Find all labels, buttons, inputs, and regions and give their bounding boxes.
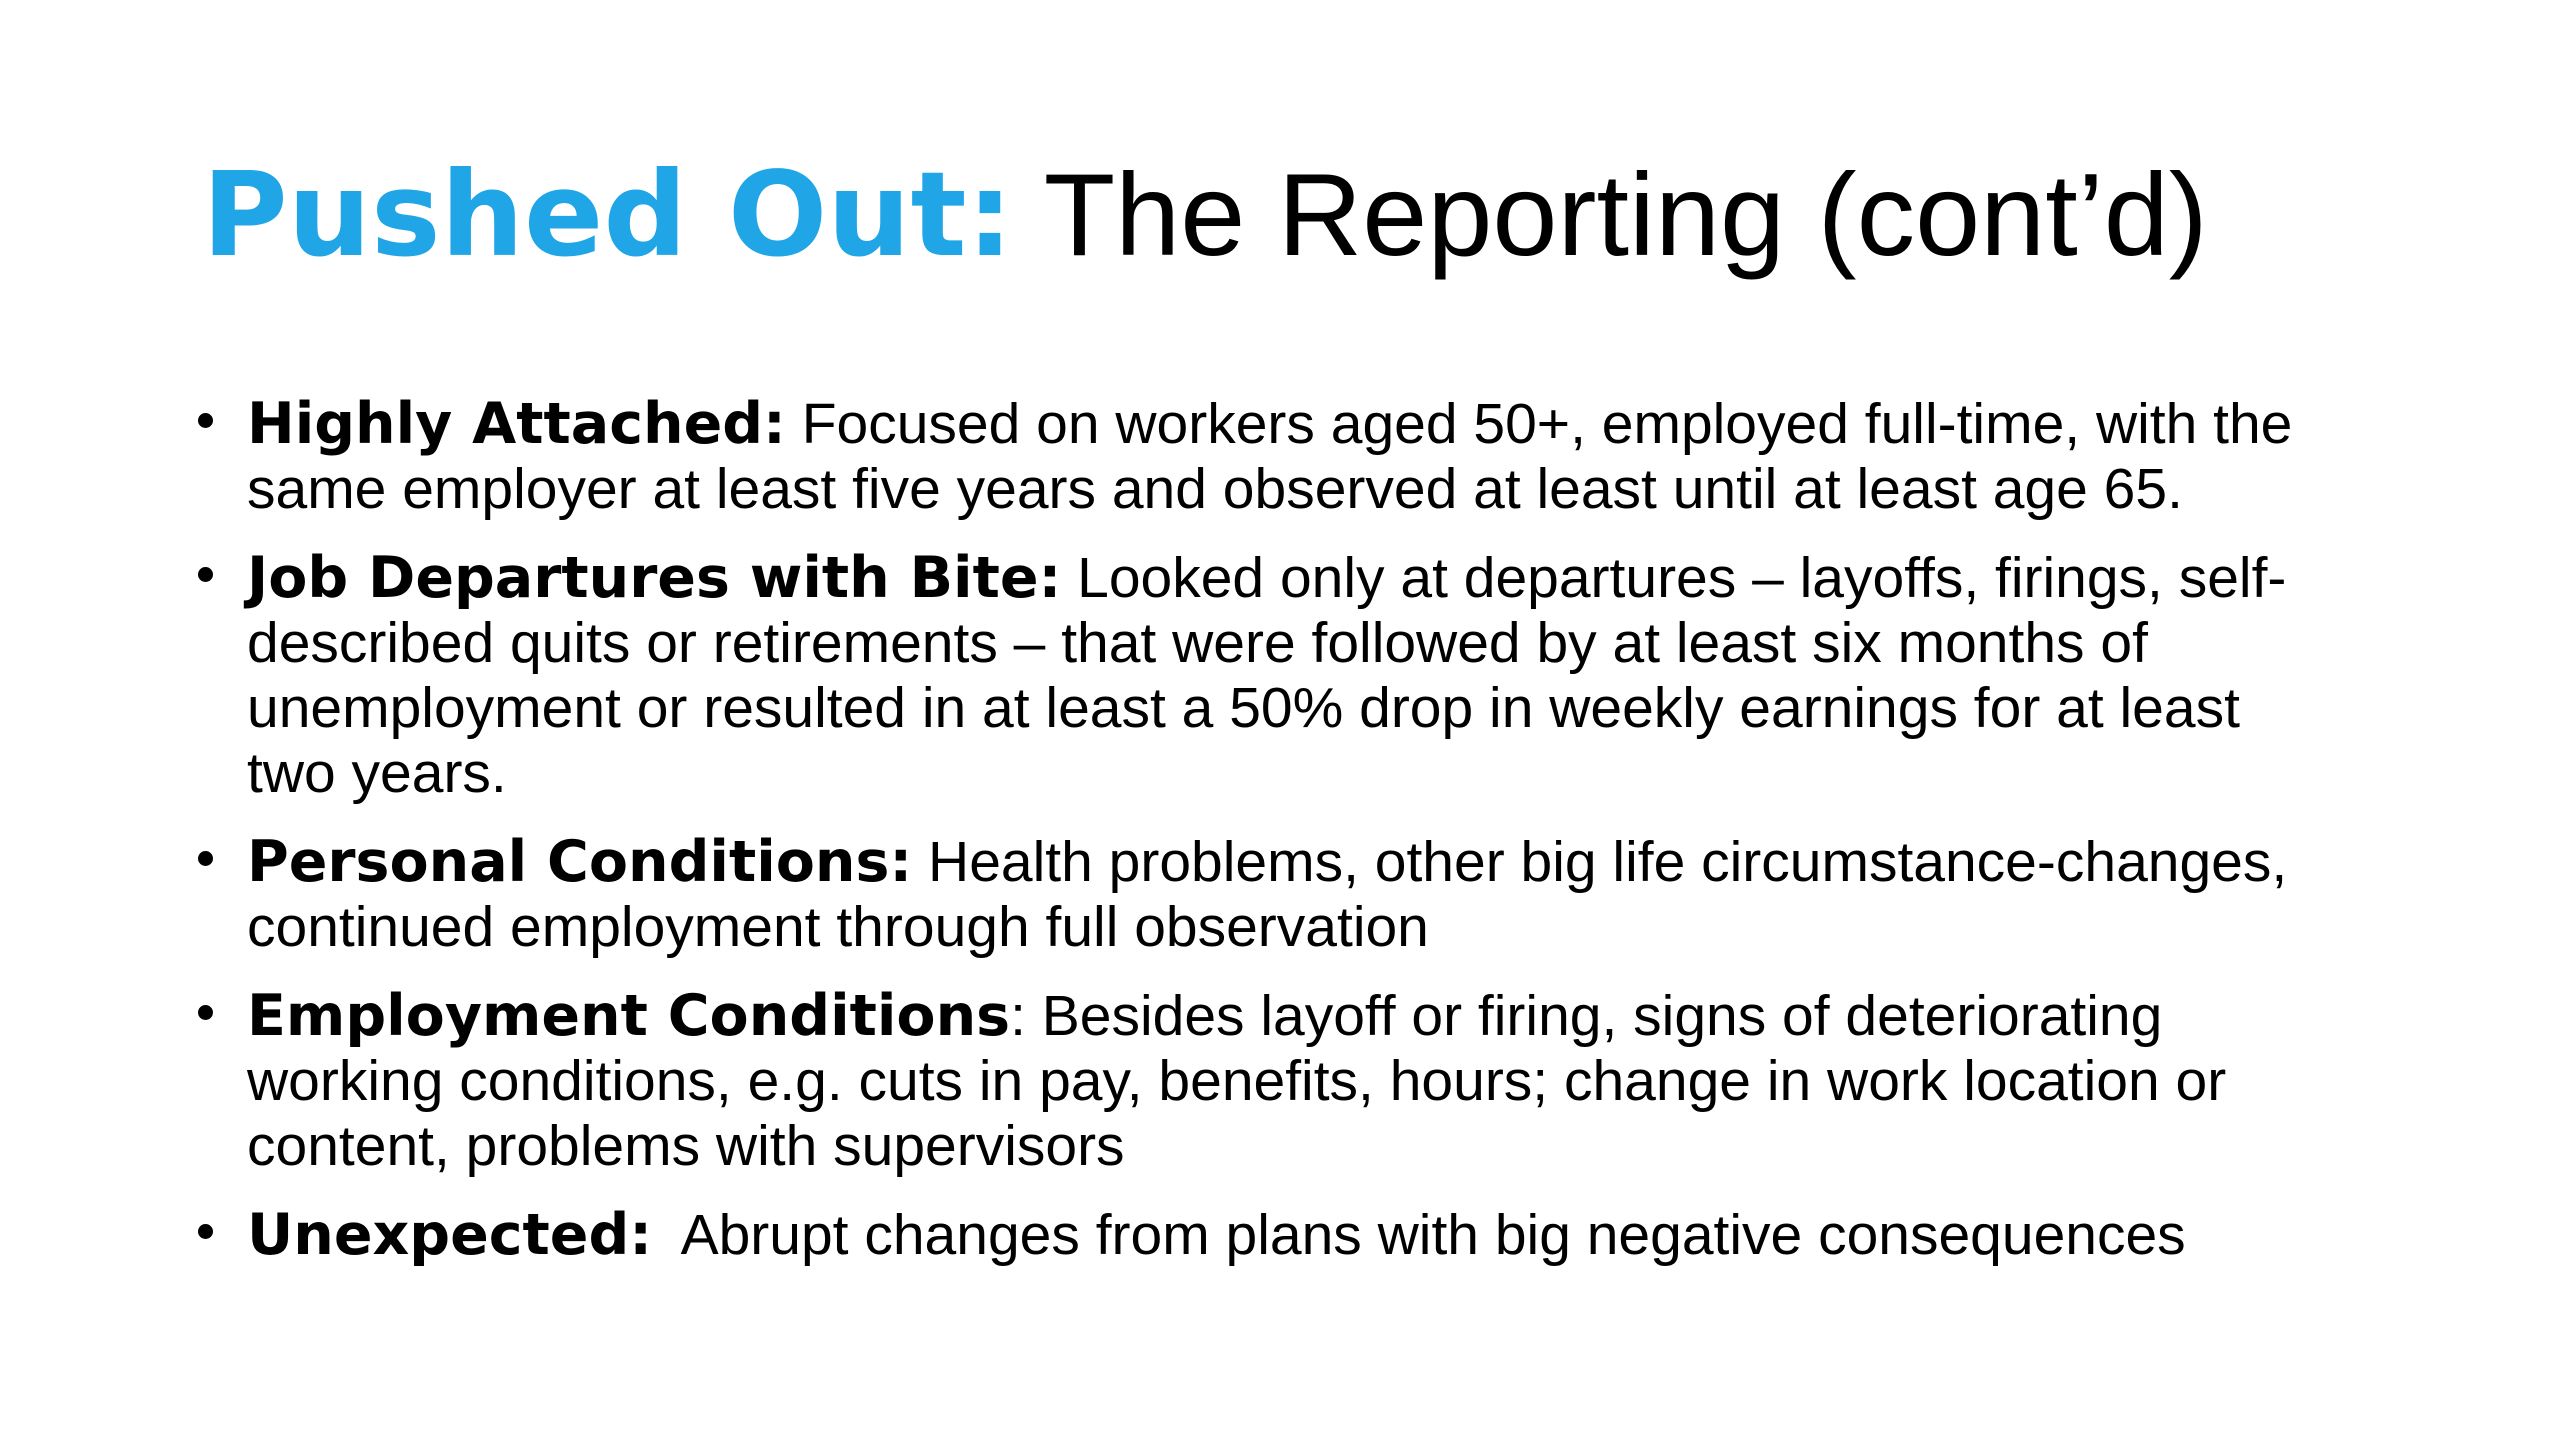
bullet-line: : Besides layoff or firing, signs of det… — [1010, 984, 2163, 1048]
bullet-line: Abrupt changes from plans with big negat… — [652, 1203, 2186, 1267]
bullet-line: same employer at least five years and ob… — [247, 457, 2183, 521]
bullet-text: Highly Attached: Focused on workers aged… — [247, 392, 2292, 522]
bullet-item: Employment Conditions: Besides layoff or… — [198, 984, 2438, 1179]
bullet-line: two years. — [247, 741, 507, 805]
bullet-line: Looked only at departures – layoffs, fir… — [1061, 546, 2287, 610]
bullet-icon — [198, 567, 213, 582]
bullet-text: Employment Conditions: Besides layoff or… — [247, 984, 2226, 1179]
bullet-text: Personal Conditions: Health problems, ot… — [247, 830, 2287, 960]
bullet-lead: Personal Conditions: — [247, 829, 913, 895]
bullet-line: continued employment through full observ… — [247, 895, 1429, 959]
bullet-line: Health problems, other big life circumst… — [912, 830, 2288, 894]
bullet-line: unemployment or resulted in at least a 5… — [247, 676, 2240, 740]
bullet-text: Unexpected: Abrupt changes from plans wi… — [247, 1203, 2186, 1268]
bullet-icon — [198, 413, 213, 428]
bullet-item: Job Departures with Bite: Looked only at… — [198, 546, 2438, 806]
bullet-text: Job Departures with Bite: Looked only at… — [247, 546, 2286, 806]
bullet-line: described quits or retirements – that we… — [247, 611, 2148, 675]
bullet-icon — [198, 851, 213, 866]
bullet-lead: Highly Attached: — [247, 391, 786, 457]
bullet-icon — [198, 1005, 213, 1020]
bullet-list: Highly Attached: Focused on workers aged… — [198, 392, 2438, 1292]
bullet-item: Unexpected: Abrupt changes from plans wi… — [198, 1203, 2438, 1268]
bullet-lead: Job Departures with Bite: — [247, 545, 1062, 611]
slide-title-rest: The Reporting (cont’d) — [1013, 149, 2208, 280]
bullet-lead: Employment Conditions — [247, 983, 1011, 1049]
bullet-item: Highly Attached: Focused on workers aged… — [198, 392, 2438, 522]
bullet-icon — [198, 1224, 213, 1239]
slide-title: Pushed Out: The Reporting (cont’d) — [202, 146, 2208, 283]
bullet-line: working conditions, e.g. cuts in pay, be… — [247, 1049, 2227, 1113]
bullet-line: content, problems with supervisors — [247, 1114, 1125, 1178]
bullet-line: Focused on workers aged 50+, employed fu… — [785, 392, 2293, 456]
slide-title-lead: Pushed Out: — [202, 146, 1014, 283]
bullet-lead: Unexpected: — [247, 1202, 653, 1268]
bullet-item: Personal Conditions: Health problems, ot… — [198, 830, 2438, 960]
